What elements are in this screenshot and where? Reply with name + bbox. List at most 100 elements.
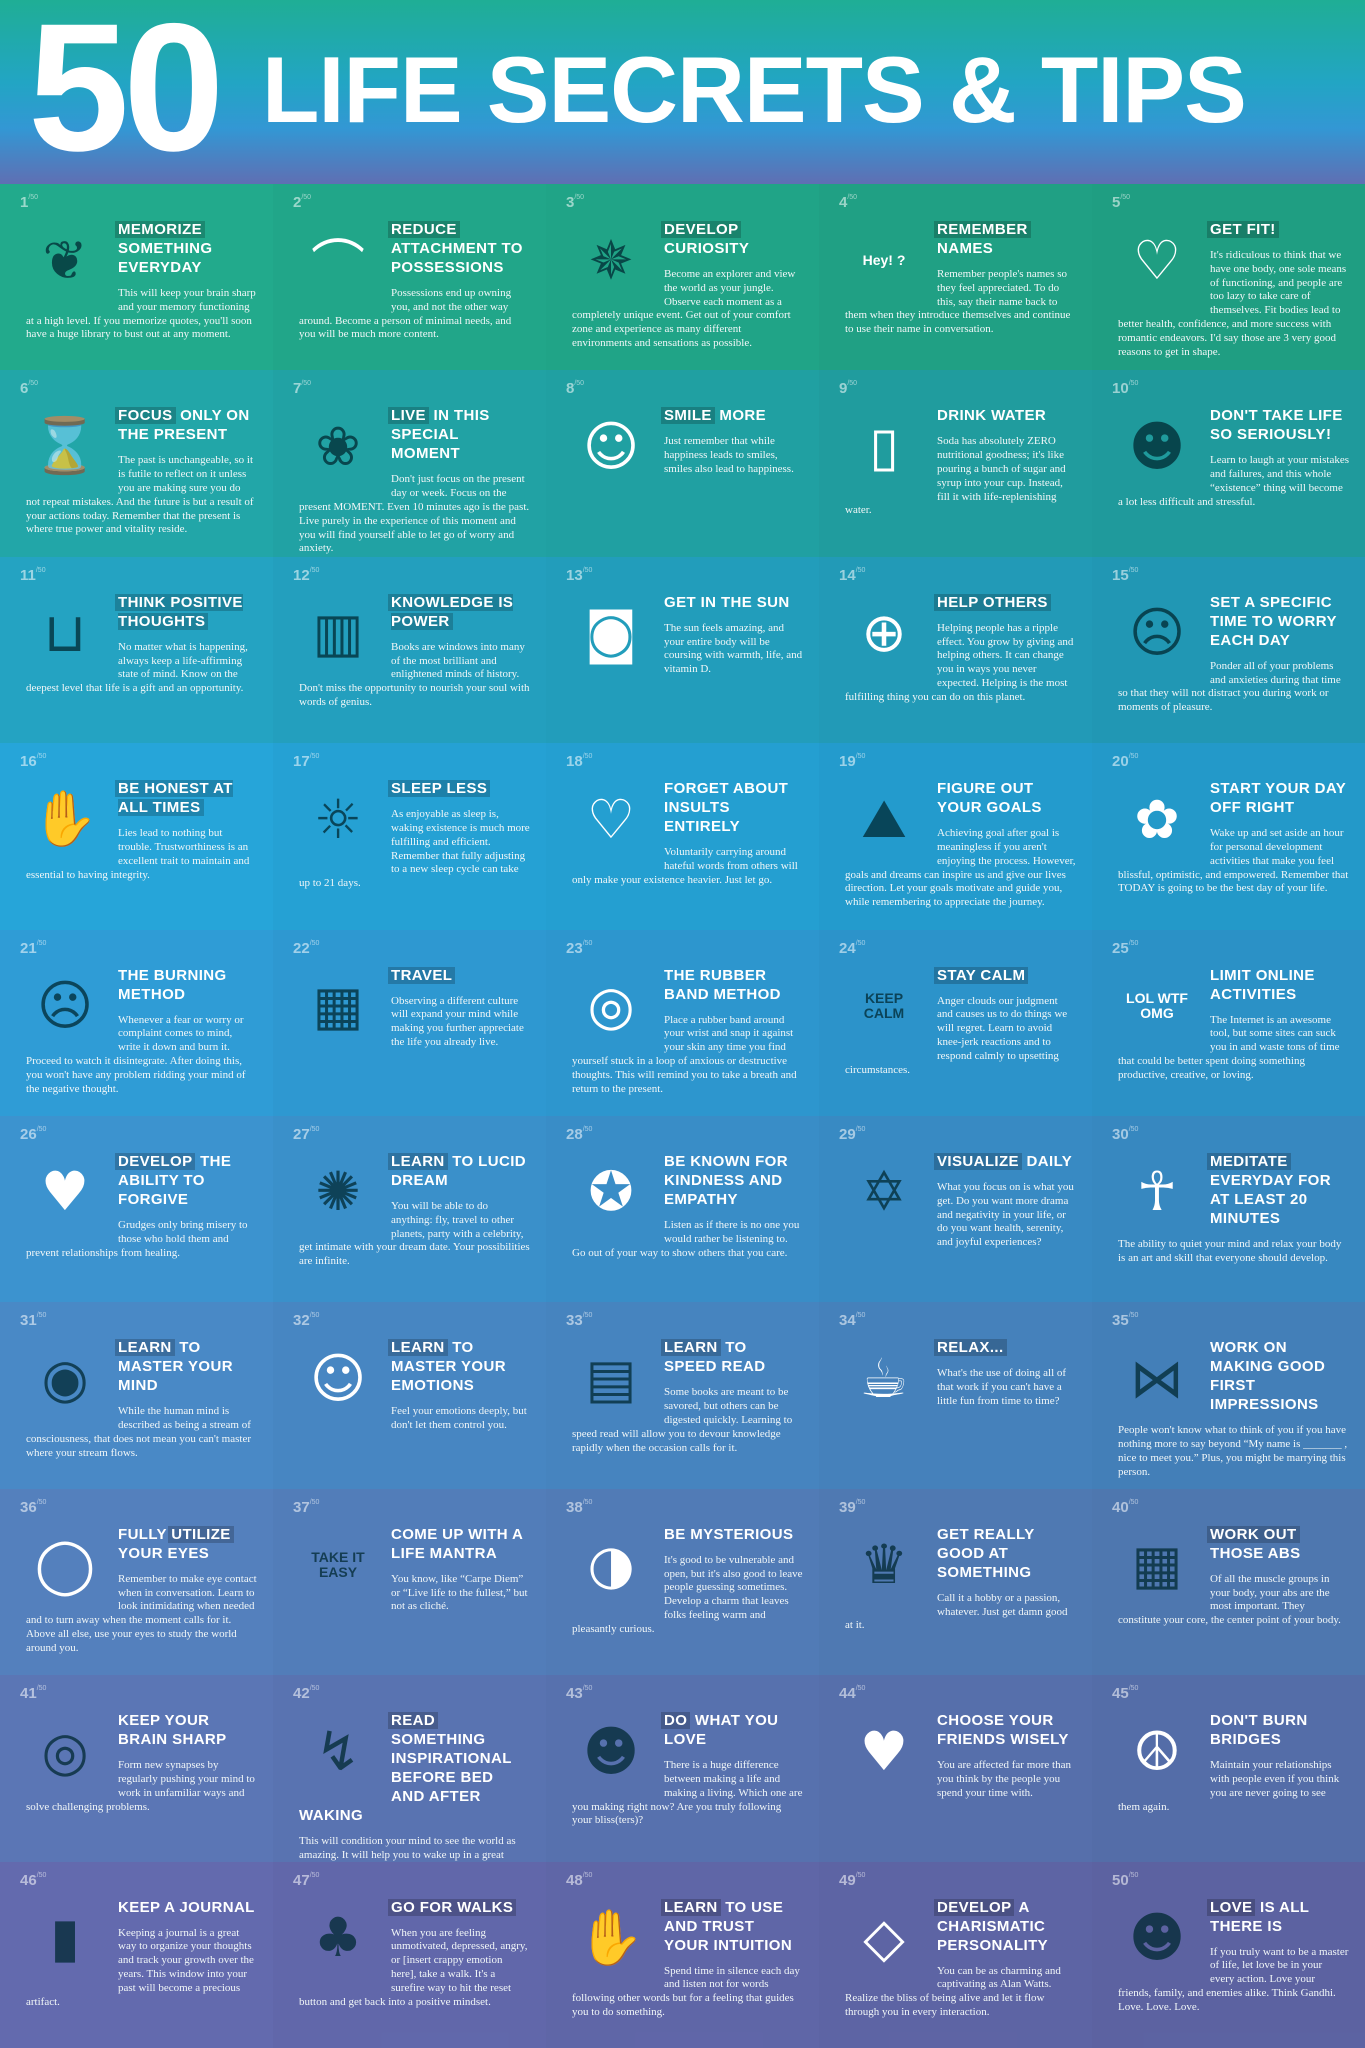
- speech-bubbles-icon: Hey! ?: [845, 214, 923, 306]
- tip-body: While the human mind is described as bei…: [26, 1405, 251, 1459]
- tip-number: 13/50: [566, 567, 803, 587]
- tip-card-42: 42/50 ↯ READ SOMETHING INSPIRATIONAL BEFOR…: [273, 1675, 546, 1862]
- rubber-band-icon: ◎: [587, 974, 635, 1038]
- tip-number: 39/50: [839, 1499, 1076, 1519]
- tip-card-45: 45/50 ☮ DON'T BURN BRIDGES Maintain your re…: [1092, 1675, 1365, 1862]
- tip-title-text: KEEP YOUR BRAIN SHARP: [118, 1712, 227, 1749]
- tip-body: Wake up and set aside an hour for person…: [1118, 827, 1349, 895]
- tip-body: Soda has absolutely ZERO nutritional goo…: [845, 435, 1066, 517]
- tip-title: SMILE MORE: [572, 400, 803, 425]
- tip-card-10: 10/50 ☻ DON'T TAKE LIFE SO SERIOUSLY! Learn…: [1092, 370, 1365, 557]
- tip-title-highlight: VISUALIZE: [934, 1152, 1022, 1170]
- tip-card-19: 19/50 ⛰ FIGURE OUT YOUR GOALS Achieving goa…: [819, 743, 1092, 930]
- tip-title: COME UP WITH A LIFE MANTRA: [299, 1519, 530, 1563]
- tip-number-value: 23: [566, 939, 583, 957]
- sunrise-icon: ☼: [313, 787, 363, 851]
- tip-body: You are affected far more than you think…: [937, 1759, 1071, 1799]
- tip-title-highlight: REMEMBER: [934, 221, 1031, 238]
- tip-number: 32/50: [293, 1312, 530, 1332]
- tip-title: THE BURNING METHOD: [26, 960, 257, 1004]
- mountain-flag-icon: ⛰: [861, 787, 907, 851]
- tip-body: Of all the muscle groups in your body, y…: [1118, 1572, 1341, 1627]
- tip-body: This will keep your brain sharp and your…: [26, 287, 256, 341]
- tip-card-17: 17/50 ☼ SLEEP LESS As enjoyable as sleep i…: [273, 743, 546, 930]
- tip-total: /50: [855, 753, 866, 761]
- tip-title-rest: ATTACHMENT TO POSSESSIONS: [391, 240, 523, 276]
- tip-title-text: DRINK WATER: [937, 407, 1047, 425]
- tip-total: /50: [36, 1685, 47, 1693]
- tip-title: GET REALLY GOOD AT SOMETHING: [845, 1519, 1076, 1582]
- tip-number-value: 24: [839, 939, 856, 957]
- tip-number-value: 8: [566, 380, 575, 398]
- einstein-face-icon: ☻: [1128, 414, 1186, 478]
- tip-body: The sun feels amazing, and your entire b…: [664, 621, 803, 676]
- tip-number: 41/50: [20, 1685, 257, 1705]
- tip-title-rest: ONLY ON THE PRESENT: [118, 407, 250, 444]
- tip-title: REMEMBER NAMES: [845, 214, 1076, 258]
- tip-title-rest: DAILY: [1026, 1152, 1073, 1170]
- tip-title-highlight: THINK POSITIVE THOUGHTS: [115, 593, 243, 630]
- tip-number-value: 6: [20, 380, 29, 398]
- tip-card-15: 15/50 ☹ SET A SPECIFIC TIME TO WORRY EACH …: [1092, 556, 1365, 744]
- tip-number: 1/50: [20, 194, 257, 214]
- tip-title-highlight: LEARN: [661, 1898, 721, 1916]
- tip-title-rest: MORE: [719, 407, 767, 425]
- tip-number-value: 5: [1112, 194, 1121, 211]
- tip-title-rest: SOMETHING EVERYDAY: [118, 240, 213, 276]
- tip-card-3: 3/50 ✵ DEVELOP CURIOSITY Become an explorer…: [546, 184, 819, 371]
- tip-card-49: 49/50 ◇ DEVELOP A CHARISMATIC PERSONALITY Y…: [819, 1861, 1092, 2048]
- tip-total: /50: [855, 1498, 866, 1506]
- tip-title: MEDITATE EVERYDAY FOR AT LEAST 20 MINUTE…: [1118, 1146, 1349, 1228]
- tip-number: 47/50: [293, 1872, 530, 1892]
- tip-title: DEVELOP CURIOSITY: [572, 214, 803, 258]
- tip-body: Feel your emotions deeply, but don't let…: [391, 1405, 527, 1432]
- tip-total: /50: [309, 1312, 320, 1320]
- tip-number: 24/50: [839, 940, 1076, 960]
- tip-body: Voluntarily carrying around hateful word…: [572, 846, 798, 886]
- tip-title-highlight: LEARN: [661, 1339, 721, 1357]
- tip-total: /50: [309, 939, 320, 947]
- tip-total: /50: [36, 939, 47, 947]
- tip-number: 28/50: [566, 1126, 803, 1146]
- tip-total: /50: [309, 1125, 320, 1133]
- tip-body: You will be able to do anything: fly, tr…: [299, 1199, 530, 1268]
- tip-title: FOCUS ONLY ON THE PRESENT: [26, 400, 257, 444]
- tip-title-rest: IN THIS SPECIAL MOMENT: [391, 407, 490, 463]
- tip-number: 4/50: [839, 194, 1076, 214]
- tip-number-value: 47: [293, 1871, 310, 1889]
- tip-title: DO WHAT YOU LOVE: [572, 1705, 803, 1749]
- tip-body: Books are windows into many of the most …: [299, 640, 530, 708]
- tip-number: 2/50: [293, 194, 530, 214]
- tip-title: SLEEP LESS: [299, 773, 530, 798]
- tip-number-value: 29: [839, 1125, 856, 1143]
- tip-card-40: 40/50 ▦ WORK OUT THOSE ABS Of all the muscl…: [1092, 1488, 1365, 1676]
- tip-number: 36/50: [20, 1499, 257, 1519]
- brain-icon: ❦: [42, 228, 88, 292]
- tip-title-rest: TO MASTER YOUR EMOTIONS: [391, 1339, 506, 1395]
- tip-title-highlight: REDUCE: [388, 221, 460, 238]
- tip-number-value: 43: [566, 1685, 583, 1703]
- tip-total: /50: [309, 1685, 320, 1693]
- tip-card-24: 24/50 KEEP CALM STAY CALM Anger clouds our…: [819, 929, 1092, 1116]
- tip-number: 45/50: [1112, 1685, 1349, 1705]
- tip-body: Achieving goal after goal is meaningless…: [845, 827, 1076, 909]
- tip-total: /50: [1128, 753, 1139, 761]
- tip-total: /50: [1128, 566, 1139, 574]
- coffee-cup-icon: ☕: [859, 1346, 909, 1410]
- tip-total: /50: [1128, 1312, 1139, 1320]
- tip-number: 49/50: [839, 1872, 1076, 1892]
- tip-number: 23/50: [566, 940, 803, 960]
- tip-title-highlight: GO FOR WALKS: [388, 1898, 517, 1916]
- tip-card-44: 44/50 ♥ CHOOSE YOUR FRIENDS WISELY You are …: [819, 1675, 1092, 1862]
- tip-body: Observing a different culture will expan…: [391, 994, 524, 1048]
- tip-title: FIGURE OUT YOUR GOALS: [845, 773, 1076, 817]
- tip-total: /50: [582, 939, 593, 947]
- tip-card-37: 37/50 TAKE IT EASY COME UP WITH A LIFE MAN…: [273, 1488, 546, 1676]
- tip-number-value: 25: [1112, 939, 1129, 957]
- tip-title-highlight: LEARN: [115, 1339, 175, 1357]
- tip-title-rest: YOUR EYES: [118, 1544, 210, 1562]
- dreamcatcher-icon: ✺: [315, 1160, 361, 1224]
- tip-number-value: 19: [839, 753, 856, 771]
- tip-card-33: 33/50 ▤ LEARN TO SPEED READ Some books are …: [546, 1302, 819, 1489]
- tip-number: 3/50: [566, 194, 803, 214]
